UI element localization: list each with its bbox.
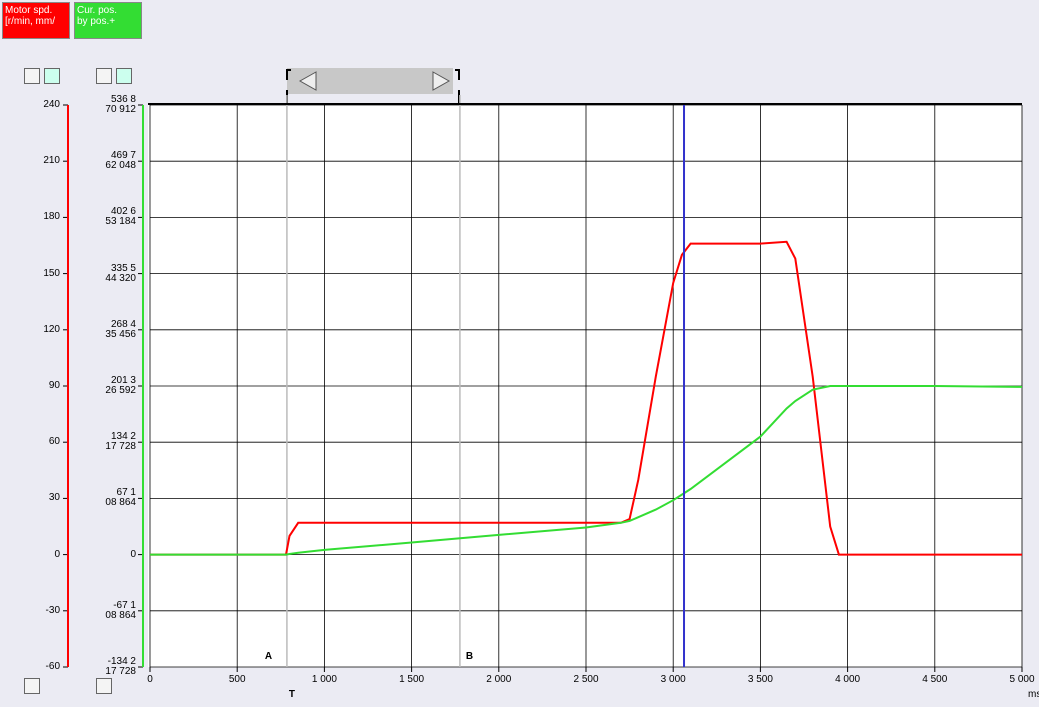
x-tick-label: 2 000 [486, 674, 512, 685]
x-tick-label: 500 [228, 674, 246, 685]
y-tick-label: -30 [45, 604, 60, 616]
scroll-down-button[interactable] [96, 678, 112, 694]
legend-entry[interactable]: Cur. pos. by pos.+ [74, 2, 142, 39]
y-tick-label: 60 [48, 436, 60, 448]
y-tick-label: 240 [43, 99, 60, 110]
scroll-right[interactable] [432, 71, 451, 91]
scroll-left[interactable] [298, 71, 317, 91]
y-tick-label: 0 [54, 548, 60, 560]
reset-button[interactable] [44, 68, 60, 84]
y2-tick-label: 134 2 17 728 [105, 431, 136, 453]
cursor-label: B [465, 651, 474, 662]
y-tick-label: 120 [43, 323, 60, 335]
y2-tick-label: 0 [130, 548, 136, 560]
scroll-down-button[interactable] [24, 678, 40, 694]
y-tick-label: 30 [48, 492, 60, 504]
x-tick-label: 4 500 [922, 674, 948, 685]
y2-tick-label: 268 4 35 456 [105, 318, 136, 340]
series-line [150, 385, 1023, 556]
x-tick-label: 4 000 [835, 674, 861, 685]
y2-tick-label: 402 6 53 184 [105, 206, 136, 228]
x-tick-label: 0 [147, 674, 153, 685]
cursor-marker: T [288, 689, 295, 700]
y-tick-label: 90 [48, 380, 60, 391]
x-tick-label: 1 000 [311, 674, 337, 685]
x-tick-label: 2 500 [573, 674, 599, 685]
x-tick-label: 3 000 [660, 674, 686, 685]
legend-entry[interactable]: Motor spd. [r/min, mm/ [2, 2, 70, 39]
y2-tick-label: 469 7 62 048 [105, 150, 136, 172]
y2-tick-label: -67 1 08 864 [105, 599, 136, 621]
x-tick-label: 5 000 [1009, 674, 1035, 685]
reset-button[interactable] [116, 68, 132, 84]
scroll-up-button[interactable] [24, 68, 40, 84]
y2-tick-label: 67 1 08 864 [105, 487, 136, 509]
y-tick-label: 150 [43, 267, 60, 279]
y-tick-label: 210 [43, 155, 60, 167]
cursor-label: A [264, 651, 273, 662]
x-unit: ms [1028, 689, 1039, 700]
series-line [150, 240, 1022, 556]
y-tick-label: 180 [43, 211, 60, 223]
y-tick-label: -60 [45, 661, 60, 672]
y2-tick-label: 201 3 26 592 [105, 375, 136, 396]
x-tick-label: 3 500 [747, 674, 773, 685]
y2-tick-label: 536 8 70 912 [105, 94, 136, 115]
y2-tick-label: -134 2 17 728 [105, 656, 136, 677]
x-tick-label: 1 500 [399, 674, 425, 685]
y2-tick-label: 335 5 44 320 [105, 262, 136, 284]
scroll-up-button[interactable] [96, 68, 112, 84]
